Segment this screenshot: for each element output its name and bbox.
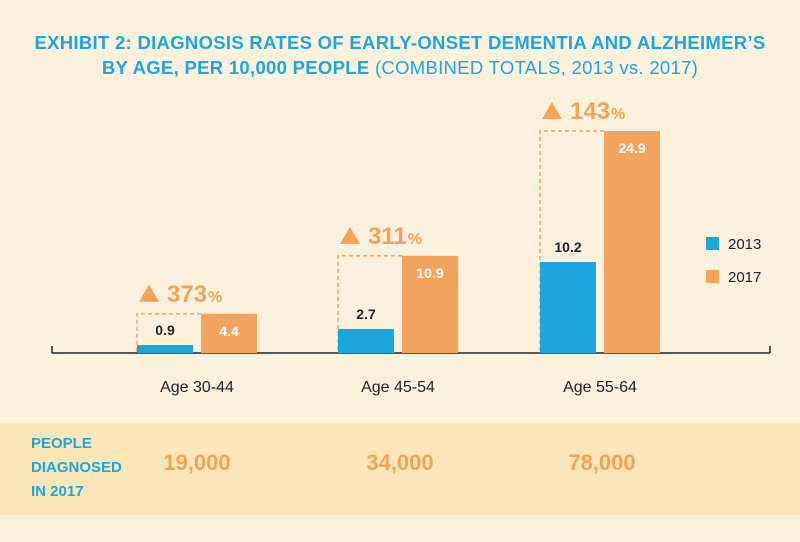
legend-label-2017: 2017 [728, 269, 761, 286]
legend-swatch-2013 [706, 237, 719, 250]
increase-label: 373 [167, 281, 207, 308]
legend-label-2013: 2013 [728, 236, 761, 253]
bar-2013 [137, 344, 193, 353]
increase-percent-sign: % [208, 289, 222, 306]
increase-triangle-icon [139, 284, 159, 302]
bar-2013 [540, 262, 596, 353]
bar-2017 [201, 313, 257, 353]
increase-triangle-icon [542, 102, 562, 119]
bar-2017 [402, 255, 458, 353]
data-label-2017: 10.9 [416, 265, 443, 281]
category-label: Age 45-54 [361, 379, 435, 396]
chart-title: EXHIBIT 2: DIAGNOSIS RATES OF EARLY-ONSE… [0, 30, 800, 80]
title-line-1: EXHIBIT 2: DIAGNOSIS RATES OF EARLY-ONSE… [34, 32, 766, 53]
data-label-2013: 10.2 [554, 239, 581, 255]
bar-chart: 0.9 4.4 373 % Age 30-44 2.7 10.9 311 % Age 45-54 1… [51, 98, 771, 396]
diagnosed-count-age-45-54: 34,000 [366, 450, 434, 475]
diagnosed-count-age-30-44: 19,000 [163, 450, 231, 475]
increase-percent-sign: % [408, 231, 422, 248]
category-label: Age 55-64 [563, 379, 637, 396]
diagnosed-count-age-55-64: 78,000 [568, 450, 636, 475]
increase-triangle-icon [340, 226, 360, 244]
data-label-2013: 0.9 [155, 322, 175, 338]
data-label-2017: 24.9 [618, 140, 645, 156]
data-label-2013: 2.7 [356, 306, 376, 322]
increase-label: 311 [368, 223, 407, 250]
legend-swatch-2017 [706, 270, 719, 283]
bar-2017 [604, 131, 660, 353]
diagnosed-label: PEOPLE DIAGNOSED IN 2017 [31, 435, 122, 500]
title-line-2: BY AGE, PER 10,000 PEOPLE (COMBINED TOTA… [0, 55, 800, 80]
title-line-2-subtitle: (COMBINED TOTALS, 2013 vs. 2017) [374, 57, 699, 78]
diagnosed-band [0, 423, 800, 515]
title-line-2-bold: BY AGE, PER 10,000 PEOPLE [101, 57, 370, 78]
growth-outline [337, 255, 402, 353]
bar-2013 [338, 328, 394, 353]
growth-outline [136, 313, 201, 353]
increase-label: 143 [570, 98, 610, 125]
category-label: Age 30-44 [160, 379, 234, 396]
data-label-2017: 4.4 [219, 323, 239, 339]
increase-percent-sign: % [611, 106, 625, 123]
